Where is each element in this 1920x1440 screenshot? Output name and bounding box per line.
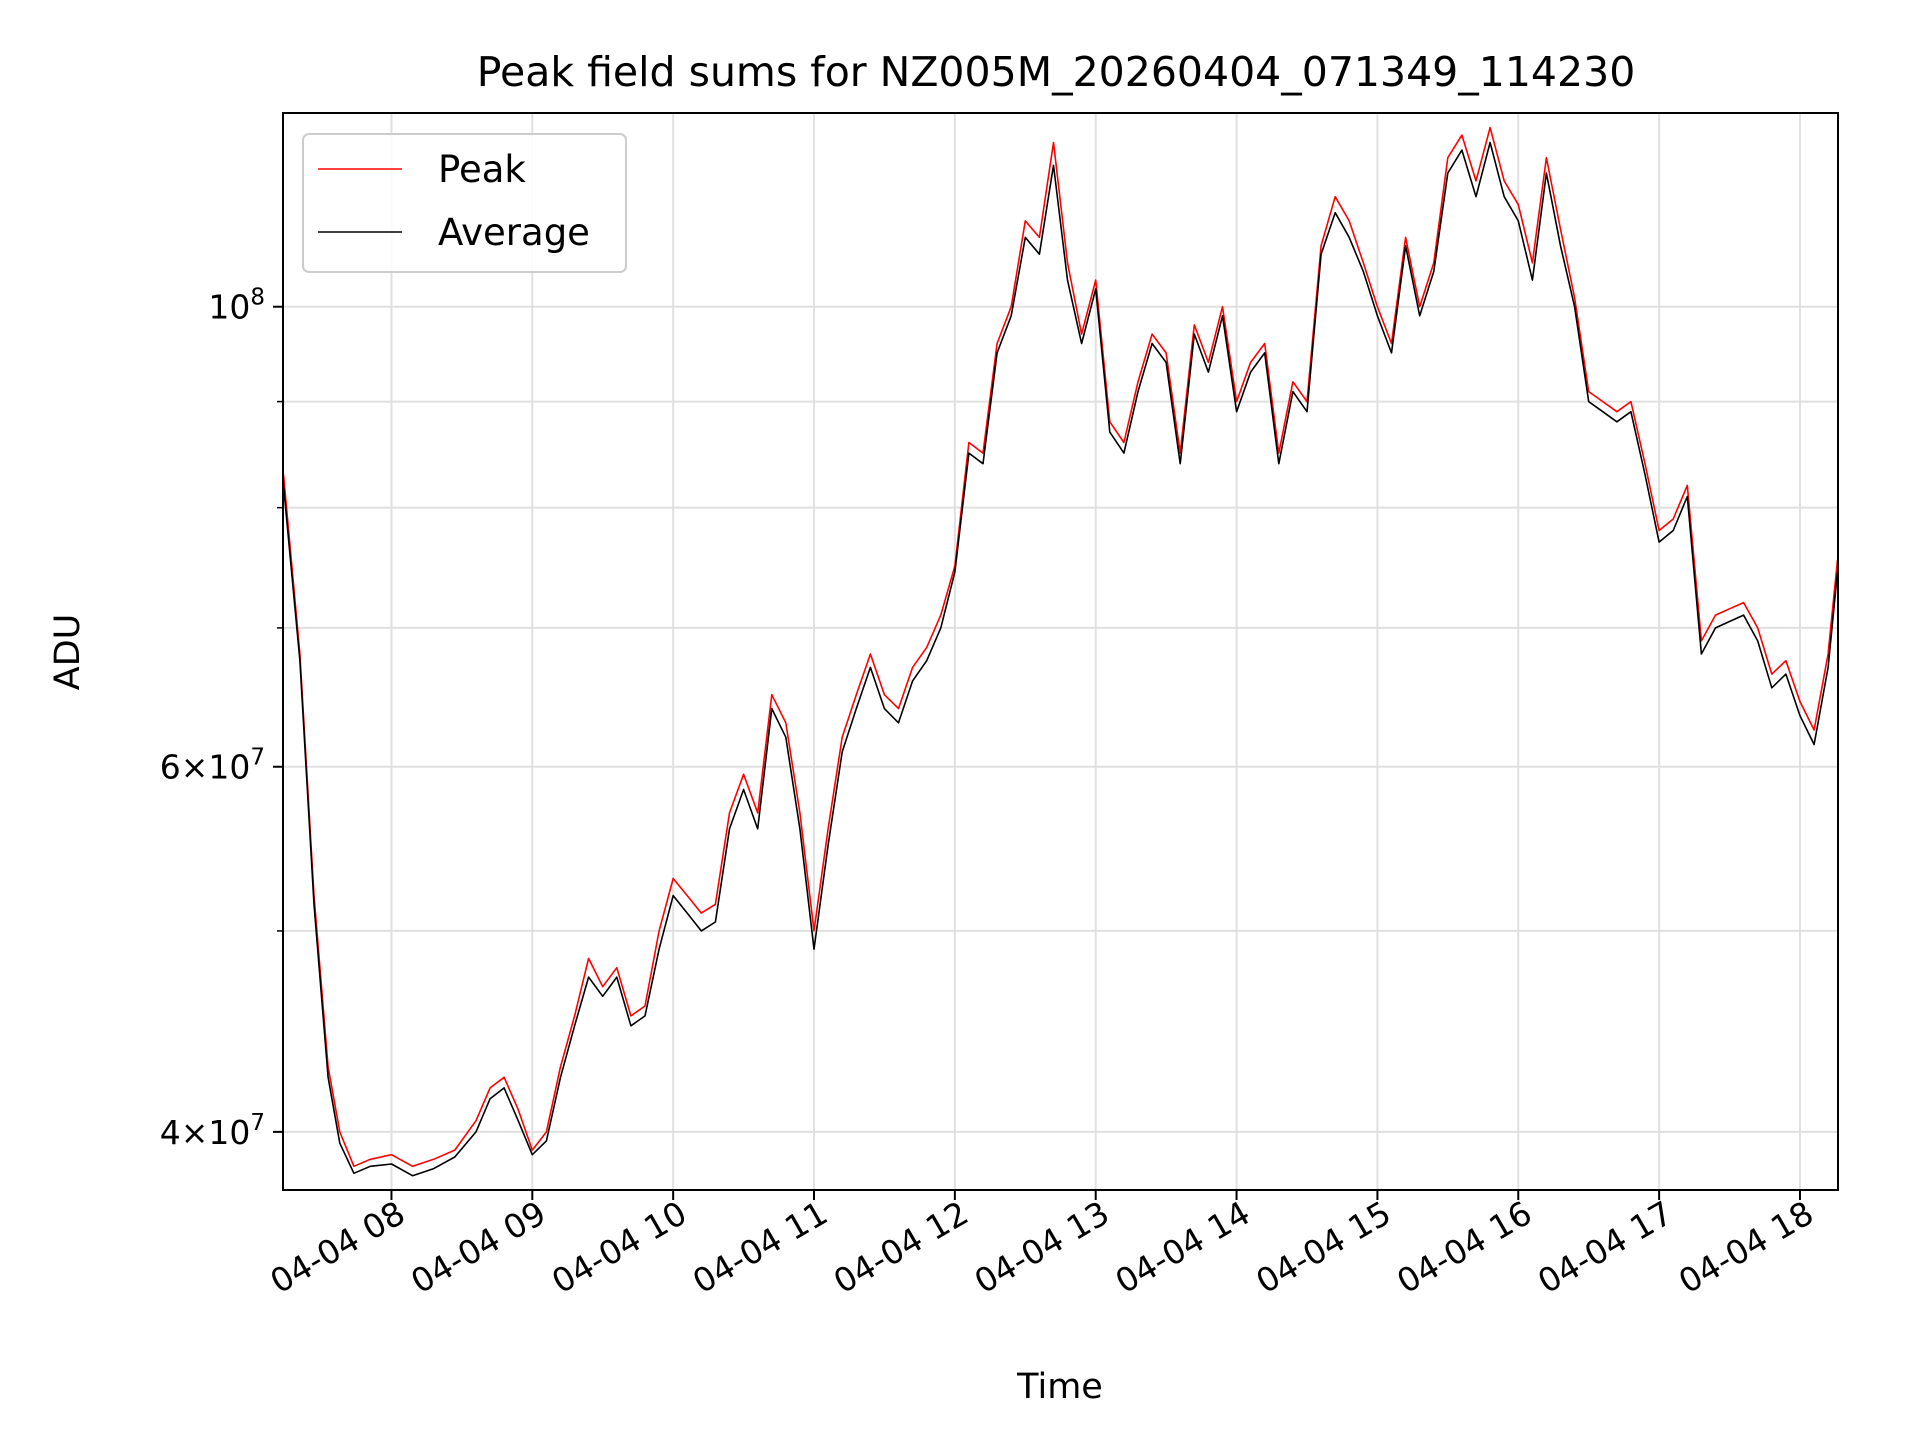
grid	[283, 113, 1838, 1190]
chart-title: Peak field sums for NZ005M_20260404_0713…	[477, 48, 1636, 96]
legend-label-average: Average	[438, 211, 590, 254]
series-group	[282, 126, 1839, 1177]
series-line-peak	[282, 126, 1839, 1168]
series-line-average	[282, 141, 1839, 1177]
y-axis-label: ADU	[48, 614, 88, 691]
y-tick-label: 108	[208, 285, 265, 327]
plot-frame	[282, 112, 1839, 1191]
y-tick-label: 6×107	[160, 745, 265, 787]
x-axis-label: Time	[1016, 1367, 1103, 1407]
legend-label-peak: Peak	[438, 148, 526, 191]
y-tick-label: 4×107	[160, 1110, 265, 1152]
legend: Peak Average	[302, 133, 627, 273]
